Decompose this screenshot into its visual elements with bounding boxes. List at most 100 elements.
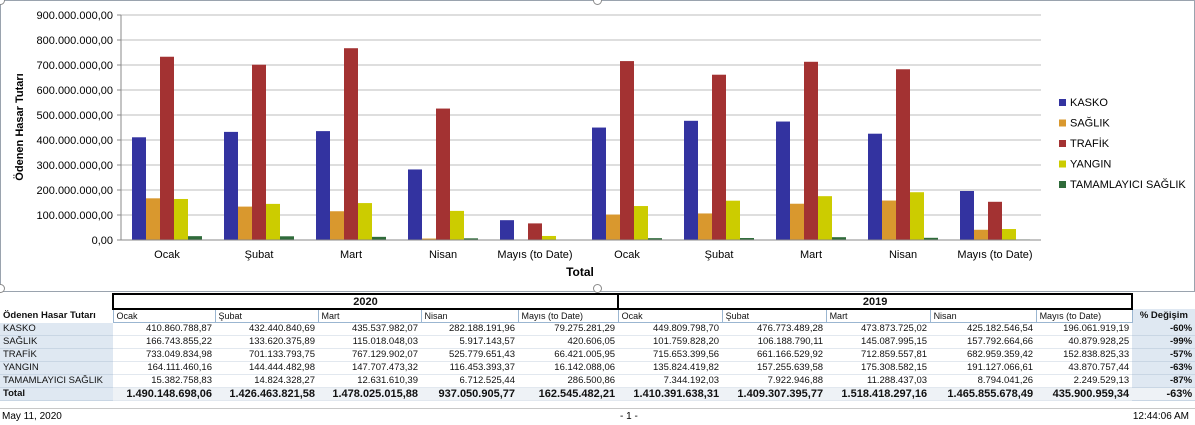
legend-label[interactable]: TRAFİK [1070,137,1110,150]
bar-yangin[interactable]: YANGIN - Şubat: 144444482.98 [266,203,280,240]
bar-trafi-k[interactable]: TRAFİK - Mayıs (to Date): 66421005.95 [528,223,542,240]
value-cell: 712.859.557,81 [826,348,931,362]
value-cell: 420.606,05 [518,335,619,349]
y-axis-ticks: 0,00 100.000.000,00 200.000.000,00 300.000.… [37,10,121,247]
bar-tamamlayici-sa-lik[interactable]: TAMAMLAYICI SAĞLIK - Şubat: 14824328.27 [280,236,294,240]
bar-kasko[interactable]: KASKO - Ocak: 449809798.7 [592,127,606,240]
bar-chart: KASKO - Ocak: 410860788.87SAĞLIK - Ocak:… [13,10,1186,279]
y-tick-label: 700.000.000,00 [37,60,113,72]
resize-handle-bottom-mid[interactable] [593,284,602,293]
bar-yangin[interactable]: YANGIN - Ocak: 164111460.16 [174,198,188,240]
bar-trafi-k[interactable]: TRAFİK - Nisan: 682959359.42 [896,69,910,240]
bar-tamamlayici-sa-lik[interactable]: TAMAMLAYICI SAĞLIK - Ocak: 7344192.03 [648,238,662,240]
total-pct-cell: -63% [1132,387,1195,401]
x-tick-label: Ocak [614,249,640,261]
bar-sa-lik[interactable]: SAĞLIK - Şubat: 106188790.11 [698,213,712,240]
value-cell: 79.275.281,29 [518,322,619,336]
bar-trafi-k[interactable]: TRAFİK - Şubat: 701133793.75 [252,64,266,240]
bar-trafi-k[interactable]: TRAFİK - Şubat: 661166529.92 [712,74,726,240]
x-tick-label: Nisan [429,249,457,261]
bar-kasko[interactable]: KASKO - Şubat: 476773489.28 [684,120,698,240]
bar-trafi-k[interactable]: TRAFİK - Mayıs (to Date): 152838825.33 [988,201,1002,240]
bar-yangin[interactable]: YANGIN - Mart: 175308582.15 [818,196,832,240]
value-cell: 715.653.399,56 [618,348,723,362]
total-cell: 1.478.025.015,88 [318,387,421,401]
bar-tamamlayici-sa-lik[interactable]: TAMAMLAYICI SAĞLIK - Mart: 11288437.03 [832,237,846,240]
bar-tamamlayici-sa-lik[interactable]: TAMAMLAYICI SAĞLIK - Nisan: 6712525.44 [464,238,478,240]
legend-swatch [1059,181,1066,188]
bar-sa-lik[interactable]: SAĞLIK - Mart: 115018048.03 [330,211,344,240]
resize-handle-top-mid[interactable] [593,0,602,5]
table-row: TAMAMLAYICI SAĞLIK 15.382.758,83 14.824.32… [0,374,1195,388]
value-cell: 15.382.758,83 [113,374,215,388]
x-tick-label: Mayıs (to Date) [497,249,572,261]
pct-change-cell: -99% [1132,335,1195,349]
bar-kasko[interactable]: KASKO - Nisan: 425182546.54 [868,133,882,240]
bar-sa-lik[interactable]: SAĞLIK - Mayıs (to Date): 40879928.25 [974,229,988,240]
bar-tamamlayici-sa-lik[interactable]: TAMAMLAYICI SAĞLIK - Mart: 12631610.39 [372,236,386,240]
bar-yangin[interactable]: YANGIN - Mart: 147707473.32 [358,203,372,240]
legend-label[interactable]: YANGIN [1070,159,1111,171]
y-tick-label: 500.000.000,00 [37,110,113,122]
value-cell: 5.917.143,57 [421,335,518,349]
value-cell: 106.188.790,11 [722,335,827,349]
footer-time: 12:44:06 AM [1132,411,1189,422]
resize-handle-top-left[interactable] [0,0,5,5]
bar-sa-lik[interactable]: SAĞLIK - Ocak: 166743855.22 [146,198,160,240]
pct-change-header: % Değişim [1132,309,1195,323]
bar-trafi-k[interactable]: TRAFİK - Mart: 712859557.81 [804,61,818,240]
bar-sa-lik[interactable]: SAĞLIK - Nisan: 157792664.66 [882,200,896,240]
y-tick-label: 100.000.000,00 [37,210,113,222]
bar-sa-lik[interactable]: SAĞLIK - Mart: 145087995.15 [790,203,804,240]
bar-tamamlayici-sa-lik[interactable]: TAMAMLAYICI SAĞLIK - Nisan: 8794041.26 [924,237,938,240]
total-cell: 1.518.418.297,16 [826,387,931,401]
bar-yangin[interactable]: YANGIN - Nisan: 116453393.37 [450,210,464,240]
value-cell: 147.707.473,32 [318,361,421,375]
legend-label[interactable]: TAMAMLAYICI SAĞLIK [1070,178,1186,191]
bar-yangin[interactable]: YANGIN - Mayıs (to Date): 43870757.44 [1002,229,1016,240]
value-cell: 16.142.088,06 [518,361,619,375]
page-footer: May 11, 2020 - 1 - 12:44:06 AM [0,408,1195,425]
value-cell: 410.860.788,87 [113,322,215,336]
row-label: TRAFİK [0,348,113,362]
bar-sa-lik[interactable]: SAĞLIK - Nisan: 5917143.57 [422,238,436,240]
row-label: TAMAMLAYICI SAĞLIK [0,374,113,388]
bar-kasko[interactable]: KASKO - Ocak: 410860788.87 [132,137,146,240]
value-cell: 473.873.725,02 [826,322,931,336]
x-tick-label: Mayıs (to Date) [957,249,1032,261]
table-row: SAĞLIK 166.743.855,22 133.620.375,89 115.01… [0,335,1195,349]
row-label: YANGIN [0,361,113,375]
resize-handle-bottom-left[interactable] [0,284,5,293]
total-cell: 1.426.463.821,58 [215,387,318,401]
bar-sa-lik[interactable]: SAĞLIK - Şubat: 133620375.89 [238,206,252,240]
total-cell: 435.900.959,34 [1036,387,1133,401]
bar-kasko[interactable]: KASKO - Şubat: 432440840.69 [224,131,238,240]
bar-trafi-k[interactable]: TRAFİK - Mart: 767129902.07 [344,48,358,240]
bar-kasko[interactable]: KASKO - Nisan: 282188191.96 [408,169,422,240]
value-cell: 11.288.437,03 [826,374,931,388]
bar-sa-lik[interactable]: SAĞLIK - Ocak: 101759828.2 [606,214,620,240]
bar-yangin[interactable]: YANGIN - Ocak: 135824419.82 [634,206,648,240]
bar-trafi-k[interactable]: TRAFİK - Nisan: 525779651.43 [436,108,450,240]
y-tick-label: 600.000.000,00 [37,85,113,97]
bar-yangin[interactable]: YANGIN - Nisan: 191127066.61 [910,192,924,240]
legend-swatch [1059,140,1066,147]
chart-area[interactable]: KASKO - Ocak: 410860788.87SAĞLIK - Ocak:… [0,0,1195,293]
total-cell: 1.490.148.698,06 [113,387,215,401]
bar-tamamlayici-sa-lik[interactable]: TAMAMLAYICI SAĞLIK - Şubat: 7922946.88 [740,238,754,240]
value-cell: 115.018.048,03 [318,335,421,349]
bar-kasko[interactable]: KASKO - Mayıs (to Date): 79275281.29 [500,220,514,240]
legend-label[interactable]: KASKO [1070,97,1108,109]
bar-yangin[interactable]: YANGIN - Şubat: 157255639.58 [726,200,740,240]
bar-yangin[interactable]: YANGIN - Mayıs (to Date): 16142088.06 [542,235,556,240]
legend-label[interactable]: SAĞLIK [1070,117,1110,130]
bar-tamamlayici-sa-lik[interactable]: TAMAMLAYICI SAĞLIK - Ocak: 15382758.83 [188,236,202,240]
x-tick-label: Şubat [705,249,734,261]
bar-kasko[interactable]: KASKO - Mart: 435537982.07 [316,131,330,240]
bar-kasko[interactable]: KASKO - Mayıs (to Date): 196061919.19 [960,190,974,240]
x-tick-label: Nisan [889,249,917,261]
month-header: Mayıs (to Date) [1035,308,1133,323]
bar-trafi-k[interactable]: TRAFİK - Ocak: 733049834.98 [160,56,174,240]
bar-kasko[interactable]: KASKO - Mart: 473873725.02 [776,121,790,240]
bar-trafi-k[interactable]: TRAFİK - Ocak: 715653399.56 [620,61,634,240]
